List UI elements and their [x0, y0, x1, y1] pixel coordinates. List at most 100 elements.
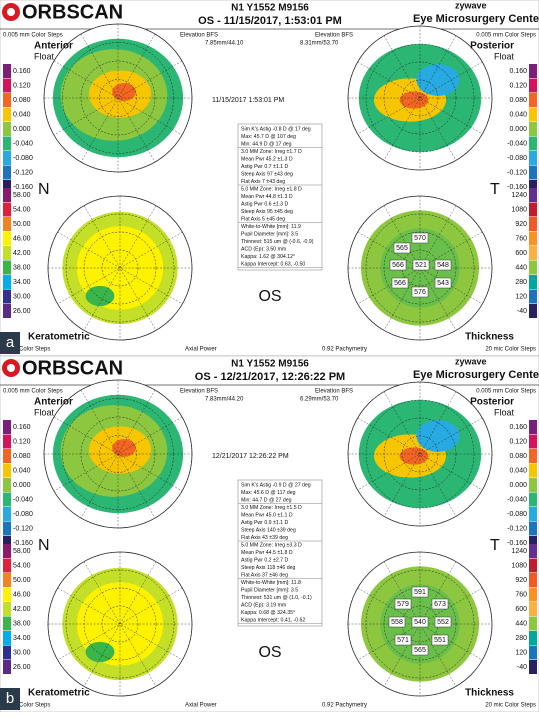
scale-swatch [3, 507, 11, 521]
thickness-box [411, 644, 429, 656]
map-title: Posterior [470, 41, 514, 52]
map-title: Anterior [34, 41, 73, 52]
thickness-box [434, 616, 452, 628]
nasal-label: N [38, 181, 50, 198]
scale-label: 50.00 [13, 577, 31, 584]
stat-row: Kappa Intercept: 0.63, -0.50 [241, 261, 305, 267]
scale-label: 0.000 [509, 482, 527, 489]
scale-swatch [3, 544, 11, 558]
scale-swatch [3, 434, 11, 449]
scale-label: 42.00 [13, 606, 31, 613]
scale-label: -0.120 [507, 525, 527, 532]
mode-label: Axial Power [185, 703, 217, 709]
scale-swatch [529, 602, 537, 616]
scale-swatch [529, 521, 537, 536]
scale-label: -0.160 [13, 540, 33, 547]
temporal-label: T [490, 181, 500, 198]
scale-label: -0.160 [507, 184, 527, 191]
scale-swatch [529, 64, 537, 78]
scan-date: 11/15/2017 1:53:01 PM [212, 97, 284, 104]
scale-label: 280 [515, 635, 527, 642]
scale-label: -40 [517, 308, 527, 315]
panel-label: b [6, 690, 14, 707]
scale-swatch [3, 151, 11, 165]
scale-label: -0.080 [13, 511, 33, 518]
scale-label: 0.080 [509, 97, 527, 104]
map-title: Keratometric [28, 688, 90, 699]
thickness-box [434, 259, 452, 271]
thickness-value: 566 [392, 262, 404, 269]
map-subtitle: Float [34, 407, 55, 417]
scale-label: 0.160 [13, 424, 31, 431]
map-axis [53, 416, 183, 492]
scale-swatch [529, 93, 537, 107]
thickness-value: 540 [414, 619, 426, 626]
thickness-value: 579 [397, 601, 409, 608]
map-title: Keratometric [28, 332, 90, 343]
thickness-value: 565 [414, 647, 426, 654]
stat-row: Min: 44.9 D @ 17 deg [241, 141, 292, 147]
steps-label: 0.5 D Color Steps [3, 347, 50, 353]
scale-label: 120 [515, 649, 527, 656]
thickness-value: 558 [391, 619, 403, 626]
map-subtitle: Float [494, 51, 515, 61]
scale-swatch [529, 507, 537, 521]
stat-row: Astig Pwr 0.9 ±1.1 D [241, 520, 289, 526]
mode-label: 0.92 Pachymetry [322, 703, 367, 709]
scale-label: 0.000 [13, 482, 31, 489]
scale-swatch [3, 660, 11, 674]
scale-label: 46.00 [13, 235, 31, 242]
stat-row: Pupil Diameter [mm]: 3.5 [241, 587, 298, 593]
scale-swatch [529, 136, 537, 151]
thickness-box [388, 616, 406, 628]
scale-label: 760 [515, 235, 527, 242]
scale-swatch [3, 180, 11, 194]
thickness-value: 521 [415, 262, 427, 269]
scale-label: 600 [515, 606, 527, 613]
scale-label: 0.040 [13, 111, 31, 118]
thickness-box [411, 286, 429, 298]
stat-row: Steep Axis 118 ±46 deg [241, 565, 295, 571]
scale-swatch [3, 645, 11, 660]
stat-row: 3.0 MM Zone: Irreg ±1.5 D [241, 505, 302, 511]
thickness-box [431, 598, 449, 610]
scale-label: 26.00 [13, 664, 31, 671]
scale-swatch [529, 165, 537, 180]
thickness-value: 548 [437, 262, 449, 269]
scale-swatch [3, 217, 11, 231]
scale-swatch [529, 631, 537, 645]
steps-label: 20 mic Color Steps [485, 703, 536, 709]
scale-label: 50.00 [13, 221, 31, 228]
panel-label: a [6, 334, 15, 351]
map-axis [57, 231, 183, 305]
stat-row: Flat Axis 5 ±45 deg [241, 216, 285, 222]
scale-swatch [3, 78, 11, 93]
stat-row: Flat Axis 7 ±43 deg [241, 179, 285, 185]
scale-swatch [529, 492, 537, 507]
panel-label-bg [0, 332, 20, 354]
scale-swatch [529, 275, 537, 289]
scale-swatch [3, 64, 11, 78]
scale-label: -0.080 [507, 511, 527, 518]
scale-swatch [529, 107, 537, 122]
bfs-label: 7.83mm/44.20 [205, 397, 244, 403]
stat-row: Sim K's Astig -0.9 D @ 27 deg [241, 482, 311, 488]
thickness-value: 591 [414, 589, 426, 596]
map-region [399, 447, 429, 465]
scale-label: 0.160 [13, 68, 31, 75]
steps-label: 0.005 mm Color Steps [3, 389, 63, 395]
scale-label: 42.00 [13, 250, 31, 257]
bfs-label: 6.29mm/53.70 [300, 397, 339, 403]
scale-label: -0.080 [507, 155, 527, 162]
logo-mark-inner [7, 364, 15, 372]
thickness-value: 551 [434, 637, 446, 644]
mode-label: Elevation BFS [315, 33, 353, 39]
stat-row: Flat Axis 37 ±46 deg [241, 572, 288, 578]
scale-swatch [529, 478, 537, 492]
stat-row: Thinnest: 531 um @ (1.0, -0.1) [241, 595, 312, 601]
scale-swatch [529, 587, 537, 602]
stat-row: Thinnest: 515 um @ (-0.6, -0.9) [241, 239, 314, 245]
scale-swatch [529, 645, 537, 660]
